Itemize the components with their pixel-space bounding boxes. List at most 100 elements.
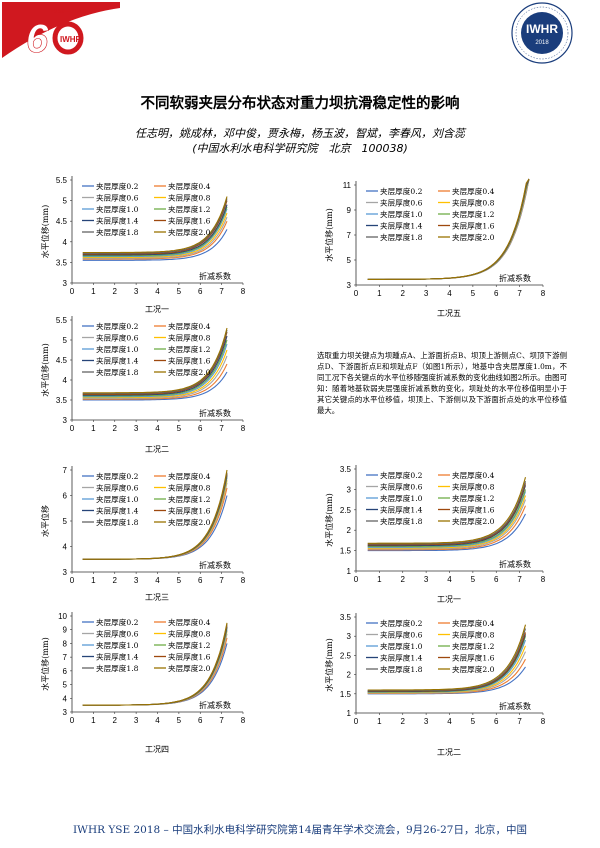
legend-label: 夹层厚度0.2	[380, 186, 423, 196]
y-tick-label: 10	[58, 612, 67, 621]
y-tick-label: 5	[63, 681, 68, 690]
y-axis-label: 水平位移(mm)	[40, 637, 50, 690]
y-tick-label: 5	[63, 197, 68, 206]
y-tick-label: 5.5	[56, 316, 68, 325]
x-tick-label: 3	[134, 287, 139, 296]
x-tick-label: 2	[113, 287, 118, 296]
legend-label: 夹层厚度1.0	[96, 494, 139, 504]
svg-text:6: 6	[26, 17, 49, 58]
x-axis-label: 折减系数	[199, 271, 231, 281]
x-tick-label: 5	[177, 576, 182, 585]
legend-label: 夹层厚度2.0	[168, 663, 211, 673]
y-axis-label: 水平位移(mm)	[40, 343, 50, 396]
y-tick-label: 3.5	[56, 258, 68, 267]
y-tick-label: 4.5	[56, 356, 68, 365]
x-tick-label: 1	[377, 717, 382, 726]
legend-label: 夹层厚度0.2	[380, 618, 423, 628]
x-tick-label: 1	[91, 576, 96, 585]
series-line	[82, 371, 228, 401]
anniversary-years: 1958—2018	[49, 8, 87, 15]
x-tick-label: 8	[541, 575, 546, 584]
legend-label: 夹层厚度2.0	[452, 516, 495, 526]
x-tick-label: 8	[541, 717, 546, 726]
y-tick-label: 1	[347, 567, 352, 576]
chart-caption: 工况二	[437, 748, 461, 757]
legend-label: 夹层厚度1.6	[168, 506, 211, 516]
x-axis-label: 折减系数	[499, 559, 531, 569]
x-tick-label: 3	[134, 424, 139, 433]
y-tick-label: 2.5	[340, 651, 352, 660]
y-axis-label: 水平位移(mm)	[324, 638, 334, 691]
legend-label: 夹层厚度1.4	[380, 505, 423, 515]
legend-label: 夹层厚度0.2	[96, 181, 139, 191]
x-tick-label: 1	[91, 716, 96, 725]
series-line	[367, 489, 527, 548]
series-line	[367, 483, 527, 546]
x-tick-label: 7	[219, 576, 224, 585]
x-tick-label: 5	[471, 717, 476, 726]
series-line	[82, 363, 228, 400]
legend-label: 夹层厚度1.8	[96, 227, 139, 237]
legend-label: 夹层厚度0.6	[380, 198, 423, 208]
series-line	[367, 499, 527, 550]
series-line	[82, 216, 228, 259]
legend-label: 夹层厚度0.4	[452, 470, 495, 480]
legend-label: 夹层厚度0.2	[96, 617, 139, 627]
legend-label: 夹层厚度0.6	[96, 193, 139, 203]
series-line	[367, 491, 527, 548]
chart-5: 0 1 2 3 4 5 6 7 8 3 5 7 9 11 水平位移(mm) 夹层厚度0.2 夹层厚度0.4 夹层厚…	[324, 178, 546, 318]
x-axis-label: 折减系数	[499, 701, 531, 711]
iwhr-yse-logo: IWHR 2018	[511, 2, 573, 64]
y-tick-label: 3	[347, 632, 352, 641]
x-axis-label: 折减系数	[199, 560, 231, 570]
affiliation: (中国水利水电科学研究院 北京 100038)	[192, 142, 408, 155]
chart-caption: 工况一	[145, 305, 169, 314]
chart-caption: 工况一	[437, 595, 461, 604]
series-line	[82, 335, 228, 396]
x-tick-label: 1	[91, 287, 96, 296]
legend-label: 夹层厚度0.8	[168, 629, 211, 639]
x-tick-label: 2	[401, 717, 406, 726]
legend-label: 夹层厚度1.8	[96, 367, 139, 377]
legend-label: 夹层厚度0.2	[380, 470, 423, 480]
chart-2: 0 1 2 3 4 5 6 7 8 3 3.5 4 4.5 5 5.5 水平位移(mm) 夹层厚度0.2 夹层厚度…	[40, 316, 246, 454]
x-tick-label: 4	[447, 717, 452, 726]
y-tick-label: 7	[63, 466, 68, 475]
x-tick-label: 3	[424, 717, 429, 726]
y-tick-label: 3.5	[340, 465, 352, 474]
legend-label: 夹层厚度1.0	[96, 344, 139, 354]
x-tick-label: 0	[70, 424, 75, 433]
legend-label: 夹层厚度1.8	[380, 232, 423, 242]
legend-label: 夹层厚度0.4	[168, 471, 211, 481]
legend-label: 夹层厚度0.6	[380, 630, 423, 640]
legend-label: 夹层厚度1.8	[380, 516, 423, 526]
footer: IWHR YSE 2018 – 中国水利水电科学研究院第14届青年学术交流会，9…	[0, 808, 600, 848]
legend-label: 夹层厚度1.6	[452, 653, 495, 663]
series-line	[82, 204, 228, 256]
y-tick-label: 4	[63, 376, 68, 385]
y-tick-label: 3	[63, 708, 68, 717]
legend-label: 夹层厚度1.0	[380, 209, 423, 219]
y-tick-label: 3.5	[340, 613, 352, 622]
x-tick-label: 6	[198, 424, 203, 433]
legend-label: 夹层厚度2.0	[452, 664, 495, 674]
y-tick-label: 6	[63, 492, 68, 501]
x-tick-label: 4	[155, 287, 160, 296]
x-tick-label: 6	[198, 716, 203, 725]
legend-label: 夹层厚度2.0	[168, 227, 211, 237]
legend-label: 夹层厚度1.0	[380, 493, 423, 503]
x-tick-label: 0	[70, 287, 75, 296]
y-tick-label: 11	[343, 181, 352, 190]
legend-label: 夹层厚度0.8	[168, 193, 211, 203]
y-tick-label: 8	[63, 639, 68, 648]
x-tick-label: 6	[494, 717, 499, 726]
legend-label: 夹层厚度1.0	[96, 204, 139, 214]
header-banner: 6 IWHR 1958—2018 IWHR 2018	[0, 0, 600, 64]
legend-label: 夹层厚度1.2	[168, 640, 211, 650]
legend-label: 夹层厚度0.8	[452, 198, 495, 208]
legend-label: 夹层厚度1.4	[380, 653, 423, 663]
legend-label: 夹层厚度0.6	[96, 629, 139, 639]
legend-label: 夹层厚度1.2	[168, 204, 211, 214]
